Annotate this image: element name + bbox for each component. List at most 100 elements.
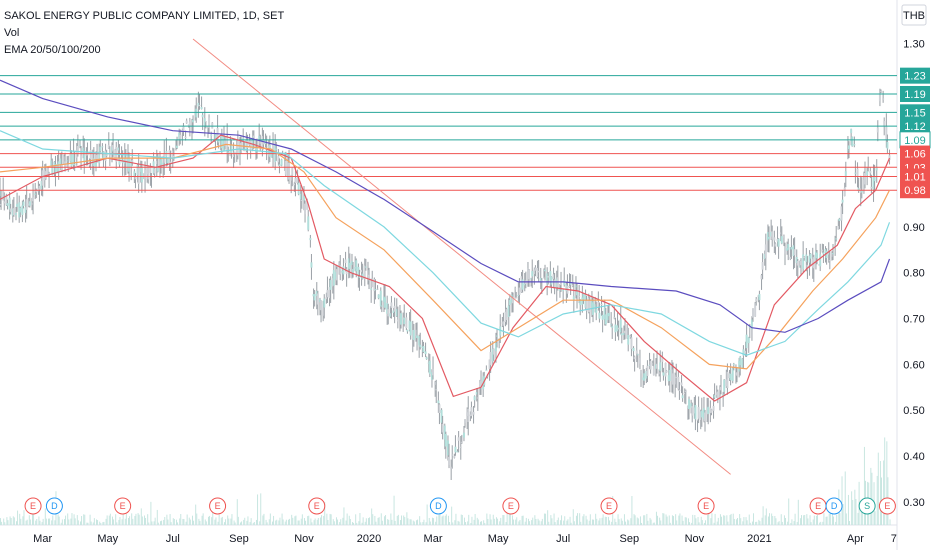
volume-bar <box>470 522 472 525</box>
candle-body <box>549 271 552 282</box>
candle-body <box>672 373 675 385</box>
y-tick-label: 0.60 <box>903 359 924 371</box>
candle-body <box>780 236 783 244</box>
event-marker-e[interactable] <box>308 497 326 515</box>
event-marker-d[interactable] <box>825 497 843 515</box>
candle-body <box>384 297 387 308</box>
y-tick-label: 0.80 <box>903 268 924 280</box>
candle-body <box>418 336 421 346</box>
candle-body <box>864 172 867 185</box>
candle-body <box>472 412 475 415</box>
volume-bar <box>285 519 287 525</box>
volume-bar <box>471 516 473 525</box>
volume-bar <box>723 515 725 525</box>
volume-bar <box>825 516 827 525</box>
event-marker-label: S <box>864 501 870 511</box>
volume-bar <box>353 522 355 525</box>
candle-body <box>712 406 715 411</box>
volume-bar <box>637 518 639 525</box>
candle-body <box>544 269 547 272</box>
volume-bar <box>615 521 617 525</box>
volume-bar <box>311 522 313 525</box>
event-marker-s[interactable] <box>858 497 876 515</box>
candle-body <box>310 262 313 268</box>
candle-body <box>83 150 86 162</box>
price-level-badge <box>900 182 930 199</box>
candle-body <box>521 279 524 290</box>
volume-bar <box>739 514 741 525</box>
candle-body <box>604 314 607 325</box>
candle-body <box>587 297 590 312</box>
candle-body <box>505 309 508 320</box>
candle-body <box>200 106 203 110</box>
candle-body <box>546 273 549 284</box>
event-marker-e[interactable] <box>114 497 132 515</box>
volume-bar <box>81 516 83 525</box>
candle-body <box>744 350 747 354</box>
candle-body <box>322 307 325 316</box>
candle-body <box>683 392 686 394</box>
event-marker-d[interactable] <box>45 497 63 515</box>
volume-bar <box>115 514 117 525</box>
volume-bar <box>623 514 625 525</box>
volume-bar <box>60 522 62 525</box>
candle-body <box>425 357 428 360</box>
volume-bar <box>783 515 785 525</box>
volume-bar <box>788 498 790 525</box>
candle-body <box>496 335 499 337</box>
volume-bar <box>348 515 350 525</box>
volume-bar <box>755 521 757 525</box>
volume-bar <box>815 515 817 525</box>
candle-body <box>581 297 584 305</box>
candle-body <box>171 150 174 159</box>
candle-body <box>681 395 684 399</box>
event-marker-e[interactable] <box>209 497 227 515</box>
volume-bar <box>445 514 447 525</box>
volume-bar <box>335 517 337 525</box>
candle-body <box>542 276 545 278</box>
candle-body <box>320 300 323 311</box>
volume-bar <box>505 522 507 525</box>
volume-bar <box>780 514 782 525</box>
volume-bar <box>639 516 641 525</box>
candle-body <box>102 151 105 160</box>
volume-bar <box>177 522 179 525</box>
candle-body <box>633 356 636 360</box>
candle-body <box>640 370 643 374</box>
volume-bar <box>537 518 539 525</box>
event-marker-e[interactable] <box>24 497 42 515</box>
volume-bar <box>220 517 222 525</box>
candle-body <box>517 295 520 297</box>
candle-body <box>704 412 707 422</box>
event-marker-e[interactable] <box>502 497 520 515</box>
currency-box[interactable] <box>901 4 927 26</box>
candle-body <box>720 386 723 391</box>
candle-body <box>850 129 853 134</box>
candle-body <box>158 161 161 168</box>
candle-body <box>700 410 703 418</box>
candle-body <box>104 150 107 161</box>
volume-bar <box>803 515 805 525</box>
candle-body <box>395 309 398 317</box>
volume-bar <box>833 516 835 525</box>
event-marker-e[interactable] <box>697 497 715 515</box>
candle-body <box>345 268 348 275</box>
volume-bar <box>233 520 235 525</box>
candle-body <box>853 144 856 146</box>
price-level-badge <box>900 85 930 102</box>
event-marker-d[interactable] <box>429 497 447 515</box>
event-marker-e[interactable] <box>600 497 618 515</box>
candle-body <box>480 380 483 388</box>
candle-body <box>841 199 844 203</box>
candle-body <box>18 202 21 218</box>
volume-bar <box>740 518 742 525</box>
volume-bar <box>297 520 299 525</box>
candle-body <box>347 258 350 269</box>
volume-bar <box>191 515 193 525</box>
candle-body <box>715 392 718 396</box>
volume-bar <box>164 517 166 525</box>
event-marker-e[interactable] <box>878 497 896 515</box>
candle-body <box>827 250 830 255</box>
volume-bar <box>820 521 822 525</box>
